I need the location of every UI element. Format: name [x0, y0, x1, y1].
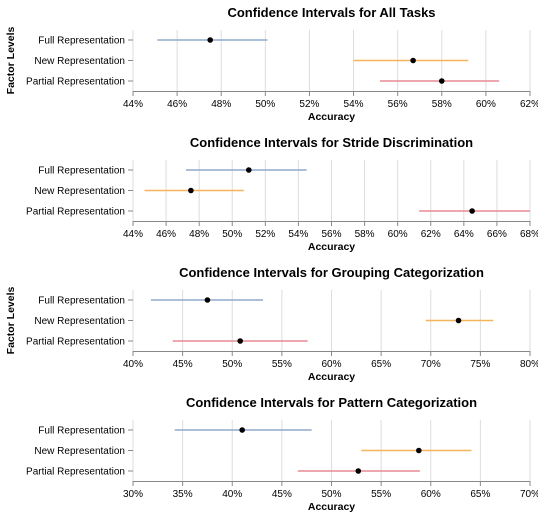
mean-point [188, 187, 194, 194]
mean-point [455, 317, 462, 324]
category-label: Full Representation [38, 426, 125, 437]
x-tick-label: 52% [255, 229, 275, 240]
category-label: Partial Representation [26, 467, 125, 478]
chart-panel-2: Confidence Intervals for Stride Discrimi… [26, 135, 538, 253]
x-tick-label: 48% [211, 99, 231, 110]
mean-point [237, 338, 243, 344]
category-label: Full Representation [38, 296, 125, 307]
x-tick-label: 50% [222, 359, 242, 370]
x-tick-label: 46% [167, 99, 187, 110]
chart-panel-4: Confidence Intervals for Pattern Categor… [26, 395, 538, 513]
category-label: New Representation [34, 186, 125, 197]
x-tick-label: 60% [476, 99, 496, 110]
x-axis-title: Accuracy [308, 501, 355, 513]
x-tick-label: 55% [272, 359, 292, 370]
x-tick-label: 50% [321, 489, 341, 500]
x-axis-title: Accuracy [308, 241, 355, 253]
chart-title: Confidence Intervals for Grouping Catego… [179, 265, 484, 280]
x-tick-label: 65% [371, 359, 391, 370]
x-tick-label: 46% [156, 229, 176, 240]
x-tick-label: 45% [173, 359, 193, 370]
x-tick-label: 70% [520, 489, 538, 500]
x-tick-label: 62% [421, 229, 441, 240]
x-tick-label: 50% [255, 99, 275, 110]
x-tick-label: 68% [520, 229, 538, 240]
mean-point [438, 78, 445, 84]
x-tick-label: 56% [388, 99, 408, 110]
mean-point [207, 37, 213, 43]
chart-title: Confidence Intervals for All Tasks [227, 5, 435, 20]
x-tick-label: 35% [173, 489, 193, 500]
x-tick-label: 54% [344, 99, 364, 110]
x-tick-label: 62% [520, 99, 538, 110]
chart-panel-1: Confidence Intervals for All Tasks 44% 46%… [5, 5, 538, 123]
mean-point [469, 208, 475, 214]
x-tick-label: 60% [388, 229, 408, 240]
mean-point [410, 57, 416, 64]
x-tick-label: 80% [520, 359, 538, 370]
x-tick-label: 64% [454, 229, 474, 240]
mean-point [204, 297, 211, 303]
x-tick-label: 44% [123, 99, 143, 110]
x-tick-label: 48% [189, 229, 209, 240]
category-label: New Representation [34, 316, 125, 327]
x-tick-label: 50% [222, 229, 242, 240]
mean-point [355, 468, 362, 474]
chart-panel-3: Confidence Intervals for Grouping Catego… [5, 265, 538, 383]
x-tick-label: 70% [421, 359, 441, 370]
x-tick-label: 55% [371, 489, 391, 500]
y-axis-title: Factor Levels [5, 26, 17, 94]
mean-point [245, 167, 252, 173]
x-tick-label: 60% [421, 489, 441, 500]
x-tick-label: 44% [123, 229, 143, 240]
x-axis-title: Accuracy [308, 111, 355, 123]
x-tick-label: 75% [470, 359, 490, 370]
category-label: Full Representation [38, 36, 125, 47]
x-tick-label: 45% [272, 489, 292, 500]
x-tick-label: 58% [355, 229, 375, 240]
chart-title: Confidence Intervals for Stride Discrimi… [190, 135, 473, 150]
category-label: Full Representation [38, 166, 125, 177]
chart-title: Confidence Intervals for Pattern Categor… [186, 395, 477, 410]
x-tick-label: 58% [432, 99, 452, 110]
x-tick-label: 30% [123, 489, 143, 500]
x-tick-label: 60% [321, 359, 341, 370]
x-tick-label: 65% [470, 489, 490, 500]
category-label: Partial Representation [26, 77, 125, 88]
category-label: Partial Representation [26, 207, 125, 218]
x-tick-label: 54% [288, 229, 308, 240]
x-tick-label: 56% [321, 229, 341, 240]
y-axis-title: Factor Levels [5, 286, 17, 354]
mean-point [239, 427, 245, 433]
x-axis-title: Accuracy [308, 371, 355, 383]
x-tick-label: 40% [222, 489, 242, 500]
mean-point [416, 447, 422, 454]
category-label: New Representation [34, 446, 125, 457]
x-tick-label: 52% [299, 99, 319, 110]
category-label: New Representation [34, 56, 125, 67]
x-tick-label: 66% [487, 229, 507, 240]
x-tick-label: 40% [123, 359, 143, 370]
category-label: Partial Representation [26, 337, 125, 348]
